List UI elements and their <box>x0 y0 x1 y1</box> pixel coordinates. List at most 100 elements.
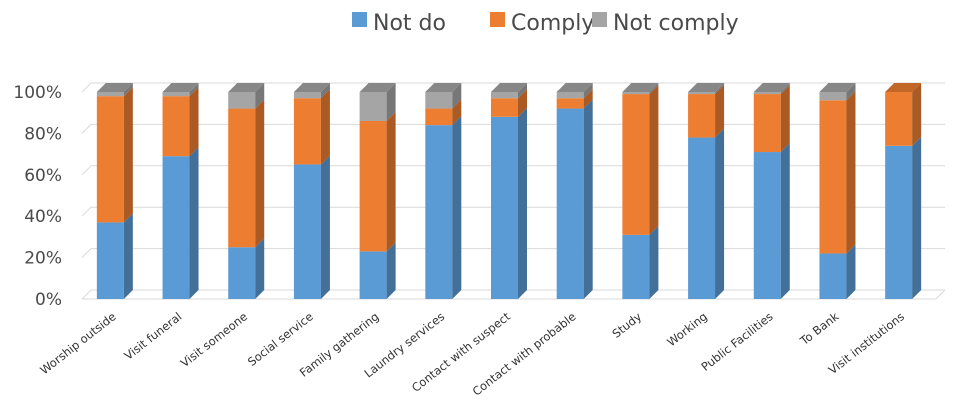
bar-group <box>885 83 922 299</box>
bar-comply-side <box>715 85 725 138</box>
gridline-depth <box>81 124 92 134</box>
bar-top <box>425 83 462 92</box>
bar-not-do-side <box>649 225 659 299</box>
y-tick-label: 100% <box>13 83 62 103</box>
legend-swatch-not-comply <box>592 12 607 27</box>
bar-not-comply-side <box>320 83 330 99</box>
legend-label-not-comply: Not comply <box>613 11 739 36</box>
bar-comply-side <box>649 85 659 235</box>
bar-not-do <box>96 222 124 299</box>
bar-comply-side <box>123 87 133 223</box>
x-tick-label: Visit funeral <box>122 309 185 362</box>
bar-group <box>688 83 725 299</box>
bars <box>96 83 922 300</box>
bar-group <box>96 83 133 299</box>
bar-not-comply-side <box>386 83 396 121</box>
bar-not-do <box>228 247 256 299</box>
legend: Not do Comply Not comply <box>352 11 739 36</box>
bar-not-comply <box>491 92 518 99</box>
bar-not-do-side <box>255 238 265 299</box>
bar-not-comply-side <box>255 83 265 109</box>
bar-comply <box>293 98 321 165</box>
bar-top <box>688 83 725 92</box>
bar-top <box>228 83 265 92</box>
bar-group <box>293 83 330 299</box>
legend-swatch-comply <box>490 12 505 27</box>
x-tick-label: Social service <box>245 309 316 369</box>
bar-comply <box>228 108 256 248</box>
bar-not-comply-side <box>452 83 462 109</box>
x-tick-label: Worship outside <box>37 309 118 377</box>
bar-not-do <box>885 145 913 299</box>
gridline-depth <box>81 206 92 217</box>
bar-not-do-side <box>780 143 790 299</box>
bar-not-comply <box>688 92 716 95</box>
bar-comply <box>819 100 847 254</box>
bar-not-comply <box>228 92 256 109</box>
bar-not-do-side <box>715 128 725 299</box>
bar-not-comply <box>359 92 387 121</box>
legend-swatch-not-do <box>352 12 367 27</box>
bar-not-do-side <box>320 155 330 299</box>
bar-top <box>885 83 922 92</box>
bar-group <box>491 83 527 299</box>
bar-not-comply <box>819 92 847 101</box>
bar-not-comply <box>622 92 650 95</box>
bar-top <box>819 83 856 92</box>
bar-not-comply-side <box>846 83 856 101</box>
bar-not-do <box>753 152 781 299</box>
y-tick-label: 20% <box>24 249 62 269</box>
bar-top <box>556 83 593 92</box>
bar-not-do <box>819 253 847 299</box>
bar-group <box>622 83 659 299</box>
bar-comply <box>885 92 913 146</box>
y-tick-label: 40% <box>24 207 62 227</box>
bar-not-comply <box>293 92 321 99</box>
bar-top <box>491 83 527 92</box>
bar-group <box>425 83 462 300</box>
bar-comply-side <box>386 111 396 252</box>
bar-not-comply <box>556 92 584 99</box>
x-tick-label: Working <box>664 309 710 349</box>
bar-not-comply-side <box>583 83 593 99</box>
bar-group <box>753 83 790 299</box>
bar-not-do <box>556 108 584 299</box>
bar-comply-side <box>320 89 330 165</box>
bar-not-do-side <box>518 107 527 299</box>
bar-top <box>293 83 330 92</box>
gridline-depth <box>81 82 92 93</box>
bar-not-do <box>162 156 190 299</box>
bar-comply <box>359 120 387 252</box>
bar-top <box>96 83 133 92</box>
bar-group <box>359 83 396 299</box>
bar-not-do <box>425 125 453 300</box>
bar-comply-side <box>912 83 922 146</box>
bar-not-comply-side <box>123 83 133 97</box>
bar-comply <box>425 108 453 126</box>
bar-not-do-side <box>386 242 396 299</box>
y-tick-label: 60% <box>24 166 62 186</box>
bar-comply-side <box>518 89 527 117</box>
bar-not-do-side <box>123 213 133 299</box>
bar-not-comply-side <box>518 83 527 99</box>
bar-not-comply-side <box>780 83 790 95</box>
y-tick-label: 0% <box>35 290 62 310</box>
bar-comply <box>162 96 190 157</box>
bar-comply-side <box>846 91 856 254</box>
bar-not-do <box>293 164 321 299</box>
bar-top <box>162 83 199 92</box>
x-tick-label: Public Facilities <box>698 309 775 374</box>
bar-not-do <box>359 251 387 299</box>
y-tick-label: 80% <box>24 124 62 144</box>
bar-comply <box>556 98 584 109</box>
gridline-depth <box>81 165 92 176</box>
bar-top <box>622 83 659 92</box>
bar-not-comply-side <box>649 83 659 95</box>
legend-label-comply: Comply <box>511 11 594 36</box>
bar-comply-side <box>189 87 199 157</box>
bar-comply-side <box>255 99 265 248</box>
bar-comply-side <box>452 99 462 126</box>
bar-comply <box>688 94 716 138</box>
